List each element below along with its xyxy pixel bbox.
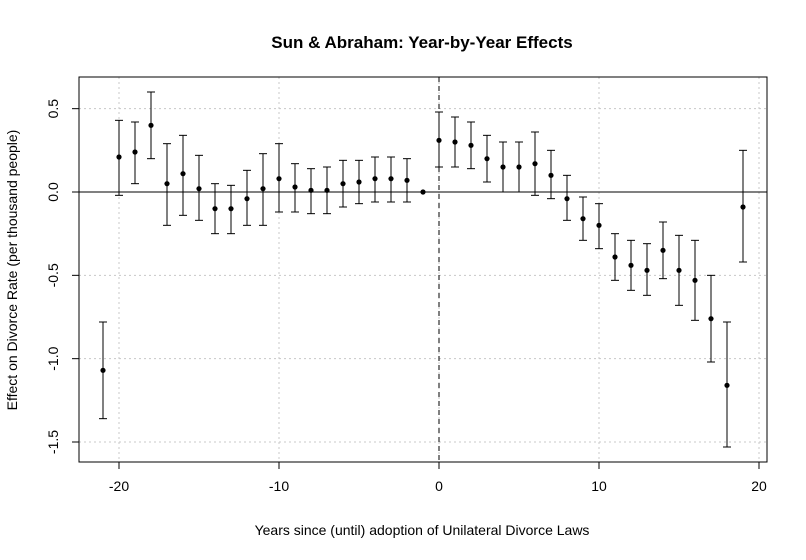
data-point xyxy=(692,277,698,283)
data-point xyxy=(164,181,170,187)
data-point xyxy=(452,139,458,145)
x-tick-label: -20 xyxy=(109,478,129,494)
data-point xyxy=(436,137,442,143)
data-point xyxy=(132,149,138,155)
data-point xyxy=(500,164,506,170)
data-point xyxy=(564,196,570,202)
data-point xyxy=(628,262,634,268)
x-tick-label: 10 xyxy=(591,478,607,494)
x-axis-label: Years since (until) adoption of Unilater… xyxy=(255,522,590,538)
data-point xyxy=(516,164,522,170)
y-tick-label: 0.5 xyxy=(45,99,61,119)
data-point xyxy=(420,189,426,195)
data-point xyxy=(388,176,394,182)
data-point xyxy=(596,222,602,228)
y-tick-label: 0.0 xyxy=(45,182,61,202)
data-point xyxy=(292,184,298,190)
data-point xyxy=(468,142,474,148)
data-point xyxy=(196,186,202,192)
data-point xyxy=(340,181,346,187)
x-tick-label: 20 xyxy=(751,478,767,494)
data-point xyxy=(212,206,218,212)
data-point xyxy=(660,247,666,253)
y-tick-label: -1.5 xyxy=(45,430,61,454)
data-point xyxy=(180,171,186,177)
data-point xyxy=(372,176,378,182)
chart-title: Sun & Abraham: Year-by-Year Effects xyxy=(271,33,572,52)
plot-frame xyxy=(78,76,768,463)
data-point xyxy=(404,177,410,183)
data-point xyxy=(260,186,266,192)
data-point xyxy=(644,267,650,273)
x-tick-label: -10 xyxy=(269,478,289,494)
data-point xyxy=(580,216,586,222)
y-tick-label: -0.5 xyxy=(45,263,61,287)
data-point xyxy=(676,267,682,273)
x-axis: -20 -10 0 10 20 xyxy=(109,462,767,494)
data-point xyxy=(244,196,250,202)
points xyxy=(100,122,746,388)
error-bars xyxy=(99,91,747,448)
y-axis: -1.5 -1.0 -0.5 0.0 0.5 xyxy=(45,99,79,454)
data-point xyxy=(708,316,714,322)
data-point xyxy=(116,154,122,160)
data-point xyxy=(148,122,154,128)
x-tick-label: 0 xyxy=(435,478,443,494)
data-point xyxy=(356,179,362,185)
data-point xyxy=(308,187,314,193)
data-point xyxy=(100,367,106,373)
data-point xyxy=(324,187,330,193)
data-point xyxy=(276,176,282,182)
data-point xyxy=(548,172,554,178)
y-axis-label: Effect on Divorce Rate (per thousand peo… xyxy=(4,130,20,411)
y-tick-label: -1.0 xyxy=(45,346,61,370)
reference-lines xyxy=(79,77,767,462)
data-point xyxy=(532,161,538,167)
data-point xyxy=(228,206,234,212)
grid xyxy=(79,77,767,462)
data-point xyxy=(484,156,490,162)
data-point xyxy=(612,254,618,260)
data-point xyxy=(724,382,730,388)
data-point xyxy=(740,204,746,210)
